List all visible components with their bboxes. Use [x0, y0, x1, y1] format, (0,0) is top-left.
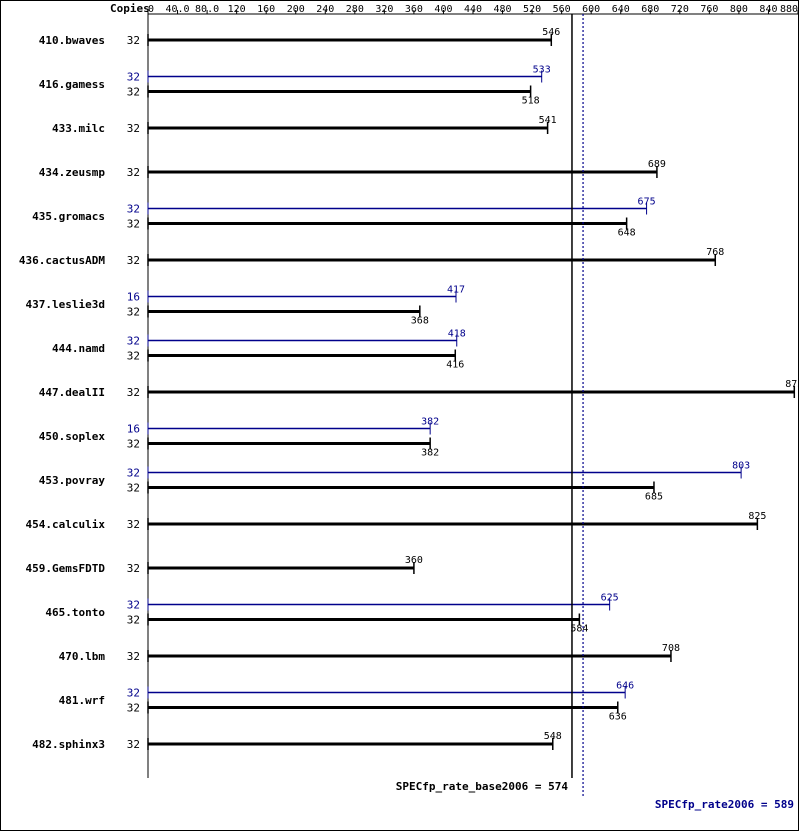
benchmark-name: 481.wrf: [59, 694, 105, 707]
copies-base: 32: [127, 86, 140, 99]
summary-peak: SPECfp_rate2006 = 589: [655, 798, 794, 811]
value-base: 875: [785, 379, 799, 390]
value-base: 689: [648, 159, 666, 170]
value-base: 708: [662, 643, 680, 654]
benchmark-name: 444.namd: [52, 342, 105, 355]
copies-base: 32: [127, 738, 140, 751]
x-tick-label: 680: [641, 4, 659, 15]
x-tick-label: 600: [582, 4, 600, 15]
benchmark-name: 465.tonto: [45, 606, 105, 619]
value-peak: 646: [616, 681, 634, 692]
benchmark-name: 453.povray: [39, 474, 106, 487]
benchmark-name: 447.dealII: [39, 386, 105, 399]
benchmark-name: 454.calculix: [26, 518, 106, 531]
x-tick-label: 320: [375, 4, 393, 15]
value-base: 548: [544, 731, 562, 742]
value-base: 825: [748, 511, 766, 522]
copies-base: 32: [127, 386, 140, 399]
copies-base: 32: [127, 166, 140, 179]
copies-peak: 32: [127, 467, 140, 480]
x-tick-label: 800: [730, 4, 748, 15]
x-tick-label: 880: [780, 4, 798, 15]
copies-peak: 32: [127, 203, 140, 216]
copies-peak: 16: [127, 291, 140, 304]
value-peak: 675: [638, 197, 656, 208]
value-peak: 382: [421, 417, 439, 428]
value-base: 584: [570, 624, 588, 635]
copies-base: 32: [127, 614, 140, 627]
copies-peak: 32: [127, 335, 140, 348]
benchmark-name: 436.cactusADM: [19, 254, 105, 267]
copies-peak: 32: [127, 71, 140, 84]
benchmark-name: 434.zeusmp: [39, 166, 106, 179]
benchmark-name: 459.GemsFDTD: [26, 562, 106, 575]
benchmark-name: 416.gamess: [39, 78, 105, 91]
copies-base: 32: [127, 306, 140, 319]
value-peak: 533: [533, 65, 551, 76]
x-tick-label: 80.0: [195, 4, 219, 15]
value-peak: 625: [601, 593, 619, 604]
x-tick-label: 200: [287, 4, 305, 15]
benchmark-name: 433.milc: [52, 122, 105, 135]
value-base: 382: [421, 448, 439, 459]
value-base: 685: [645, 492, 663, 503]
x-tick-label: 440: [464, 4, 482, 15]
chart-svg: 040.080.01201602002402803203604004404805…: [0, 0, 799, 831]
value-base: 648: [618, 228, 636, 239]
value-base: 768: [706, 247, 724, 258]
value-base: 360: [405, 555, 423, 566]
x-tick-label: 40.0: [165, 4, 189, 15]
x-tick-label: 240: [316, 4, 334, 15]
x-tick-label: 560: [553, 4, 571, 15]
value-peak: 418: [448, 329, 466, 340]
benchmark-name: 437.leslie3d: [26, 298, 105, 311]
value-peak: 417: [447, 285, 465, 296]
copies-peak: 32: [127, 687, 140, 700]
benchmark-name: 450.soplex: [39, 430, 106, 443]
benchmark-name: 435.gromacs: [32, 210, 105, 223]
x-tick-label: 840: [759, 4, 777, 15]
copies-base: 32: [127, 562, 140, 575]
copies-base: 32: [127, 350, 140, 363]
copies-base: 32: [127, 702, 140, 715]
x-tick-label: 400: [434, 4, 452, 15]
value-base: 368: [411, 316, 429, 327]
x-tick-label: 360: [405, 4, 423, 15]
copies-base: 32: [127, 122, 140, 135]
copies-base: 32: [127, 218, 140, 231]
value-base: 636: [609, 712, 627, 723]
x-tick-label: 760: [700, 4, 718, 15]
copies-base: 32: [127, 650, 140, 663]
x-tick-label: 640: [612, 4, 630, 15]
x-tick-label: 120: [228, 4, 246, 15]
benchmark-name: 482.sphinx3: [32, 738, 105, 751]
copies-peak: 16: [127, 423, 140, 436]
copies-base: 32: [127, 518, 140, 531]
copies-base: 32: [127, 438, 140, 451]
x-tick-label: 280: [346, 4, 364, 15]
x-tick-label: 480: [494, 4, 512, 15]
value-base: 546: [542, 27, 560, 38]
value-base: 416: [446, 360, 464, 371]
summary-base: SPECfp_rate_base2006 = 574: [396, 780, 569, 793]
copies-base: 32: [127, 34, 140, 47]
x-tick-label: 160: [257, 4, 275, 15]
benchmark-name: 410.bwaves: [39, 34, 105, 47]
value-base: 541: [539, 115, 557, 126]
copies-peak: 32: [127, 599, 140, 612]
value-peak: 803: [732, 461, 750, 472]
value-base: 518: [522, 96, 540, 107]
copies-base: 32: [127, 482, 140, 495]
copies-base: 32: [127, 254, 140, 267]
spec-chart: 040.080.01201602002402803203604004404805…: [0, 0, 799, 831]
benchmark-name: 470.lbm: [59, 650, 106, 663]
copies-header: Copies: [110, 2, 150, 15]
x-tick-label: 720: [671, 4, 689, 15]
x-tick-label: 520: [523, 4, 541, 15]
